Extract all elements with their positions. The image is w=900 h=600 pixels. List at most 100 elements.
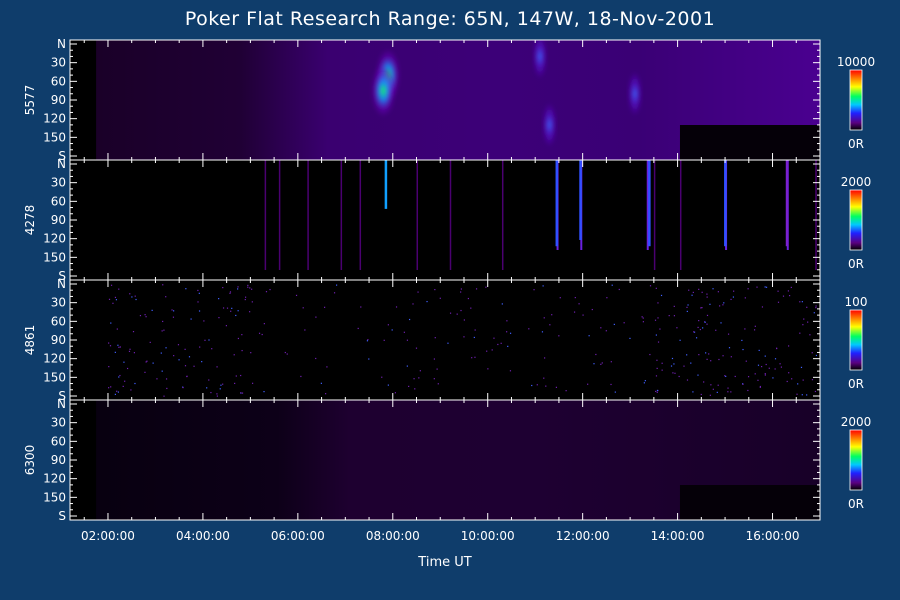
noise-speck	[788, 372, 790, 374]
noise-speck	[691, 294, 693, 296]
noise-speck	[761, 306, 764, 308]
noise-speck	[413, 378, 415, 380]
noise-speck	[697, 326, 699, 329]
noise-speck	[756, 286, 758, 288]
noise-speck	[807, 321, 809, 323]
noise-speck	[659, 328, 661, 330]
noise-speck	[815, 305, 817, 307]
noise-speck	[782, 295, 785, 297]
noise-speck	[656, 391, 658, 393]
noise-speck	[687, 304, 689, 306]
noise-speck	[674, 372, 676, 374]
noise-speck	[814, 390, 817, 393]
noise-speck	[578, 303, 580, 305]
noise-speck	[204, 339, 206, 341]
noise-speck	[573, 311, 576, 313]
panel-wavelength-label: 4861	[23, 325, 37, 356]
noise-speck	[725, 375, 727, 378]
noise-speck	[765, 363, 767, 366]
auroral-streak	[653, 160, 656, 270]
noise-speck	[160, 352, 162, 354]
noise-speck	[387, 324, 389, 326]
noise-speck	[747, 376, 750, 378]
noise-speck	[463, 319, 465, 321]
emission-feature	[648, 160, 651, 247]
noise-speck	[249, 311, 251, 313]
noise-speck	[367, 339, 369, 341]
x-tick-label: 08:00:00	[366, 529, 420, 543]
noise-speck	[654, 319, 657, 321]
emission-feature	[532, 40, 547, 79]
noise-speck	[744, 297, 746, 299]
noise-speck	[693, 331, 695, 333]
noise-speck	[697, 374, 699, 376]
noise-speck	[774, 368, 776, 370]
noise-speck	[265, 291, 268, 293]
noise-speck	[699, 328, 701, 331]
noise-speck	[165, 347, 167, 349]
noise-speck	[173, 355, 175, 357]
noise-speck	[747, 389, 749, 392]
noise-speck	[717, 384, 719, 386]
noise-speck	[776, 347, 778, 350]
noise-speck	[722, 355, 724, 357]
auroral-streak	[679, 160, 682, 270]
noise-speck	[247, 284, 249, 286]
panel-wavelength-label: 4278	[23, 205, 37, 236]
noise-speck	[661, 362, 663, 364]
noise-speck	[197, 301, 199, 303]
y-tick-label: 120	[43, 112, 66, 126]
noise-speck	[471, 357, 473, 359]
noise-speck	[456, 313, 458, 315]
noise-speck	[706, 358, 708, 360]
noise-speck	[698, 319, 700, 322]
noise-speck	[815, 354, 818, 357]
x-tick-label: 16:00:00	[746, 529, 800, 543]
noise-speck	[460, 291, 462, 293]
colorbar-max-label: 2000	[841, 175, 872, 189]
noise-speck	[574, 296, 576, 299]
noise-speck	[222, 307, 225, 309]
panel-wavelength-label: 6300	[23, 445, 37, 476]
noise-speck	[799, 301, 801, 303]
noise-speck	[727, 387, 729, 389]
noise-speck	[184, 365, 187, 367]
noise-speck	[237, 288, 239, 290]
noise-speck	[543, 377, 545, 379]
noise-speck	[116, 390, 118, 392]
noise-speck	[618, 288, 620, 291]
noise-speck	[197, 289, 199, 292]
noise-speck	[408, 318, 411, 321]
noise-speck	[474, 356, 476, 358]
noise-speck	[166, 387, 168, 390]
noise-speck	[679, 339, 681, 341]
colorbar-max-label: 2000	[841, 415, 872, 429]
noise-speck	[295, 294, 298, 297]
noise-speck	[222, 383, 224, 385]
noise-speck	[799, 332, 801, 334]
noise-speck	[790, 286, 792, 289]
noise-speck	[709, 303, 711, 305]
auroral-streak	[359, 160, 362, 270]
auroral-streak	[449, 160, 452, 270]
noise-speck	[787, 345, 790, 347]
noise-speck	[208, 339, 210, 341]
noise-speck	[163, 395, 165, 397]
noise-speck	[198, 310, 201, 312]
noise-speck	[219, 388, 221, 390]
noise-speck	[300, 375, 302, 378]
noise-speck	[323, 306, 326, 308]
noise-speck	[709, 394, 711, 396]
colorbar	[849, 189, 863, 251]
noise-speck	[114, 296, 117, 299]
auroral-streak	[340, 160, 343, 270]
noise-speck	[720, 322, 722, 324]
noise-speck	[449, 312, 452, 314]
noise-speck	[656, 359, 658, 361]
noise-speck	[745, 360, 747, 362]
noise-speck	[657, 317, 659, 319]
noise-speck	[801, 301, 803, 303]
noise-speck	[302, 307, 304, 309]
noise-speck	[233, 354, 235, 356]
